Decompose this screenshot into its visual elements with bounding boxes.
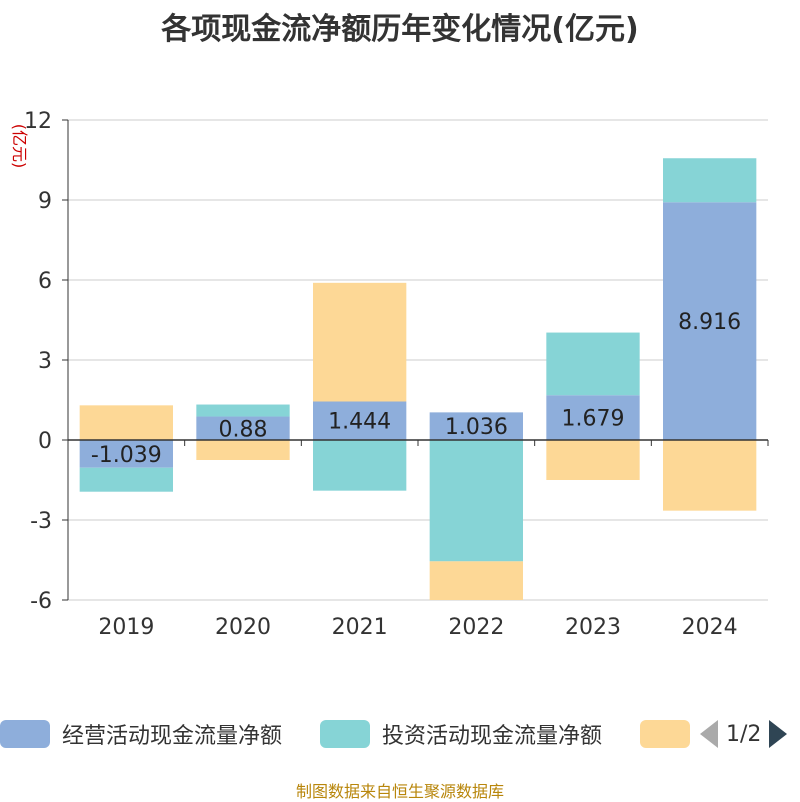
data-source-note: 制图数据来自恒生聚源数据库 [295,782,504,801]
bar-investing-2020 [196,404,290,417]
data-label: 8.916 [678,310,741,335]
bar-operating-2023 [546,395,640,440]
bar-investing-2024 [663,158,757,203]
y-tick-label: -3 [30,509,52,534]
y-tick-label: 0 [38,429,52,454]
bar-investing-2019 [79,467,173,492]
bar-investing-2021 [313,440,407,491]
legend-item-investing[interactable]: 投资活动现金流量净额 [320,716,602,752]
legend-pager: 1/2 [700,716,788,752]
data-label: 1.036 [445,415,508,440]
bar-operating-2020 [196,416,290,440]
legend-item-financing[interactable] [640,716,690,752]
x-tick-label: 2019 [98,615,154,640]
legend-label-operating: 经营活动现金流量净额 [62,724,283,749]
x-tick-label: 2020 [215,615,271,640]
legend: 经营活动现金流量净额 投资活动现金流量净额 1/2 [0,716,800,756]
axes: -6 -3 0 3 6 9 12 2019 2020 2021 2022 2023 2024 [24,109,769,640]
legend-swatch-investing [320,720,370,748]
bar-investing-2023 [546,332,640,396]
bar-financing-2021 [313,282,407,402]
x-tick-label: 2023 [565,615,621,640]
x-tick-label: 2024 [682,615,738,640]
data-labels: -1.039 0.88 1.444 1.036 1.679 8.916 [91,310,741,468]
y-axis-unit-label: (亿元) [10,124,29,169]
legend-page-indicator: 1/2 [726,721,762,747]
bar-operating-2022 [429,412,523,440]
bar-operating-2024 [663,202,757,440]
bar-operating-2019 [79,440,173,468]
legend-label-investing: 投资活动现金流量净额 [382,724,603,749]
data-label: 1.679 [562,407,625,432]
y-tick-label: 9 [38,189,52,214]
data-label: 0.88 [219,417,268,442]
y-tick-label: 6 [38,269,52,294]
bar-investing-2022 [429,440,523,562]
legend-item-operating[interactable]: 经营活动现金流量净额 [0,716,282,752]
x-tick-label: 2021 [332,615,388,640]
y-tick-label: 12 [24,109,52,134]
x-tick-label: 2022 [448,615,504,640]
legend-prev-arrow-icon[interactable] [700,720,718,748]
data-label: 1.444 [328,410,391,435]
bar-financing-2022 [429,561,523,600]
y-tick-label: 3 [38,349,52,374]
bar-financing-2020 [196,440,290,460]
grid-lines [68,119,768,601]
legend-next-arrow-icon[interactable] [769,720,788,748]
bars [79,158,757,600]
data-label: -1.039 [91,443,162,468]
bar-financing-2023 [546,440,640,480]
bar-financing-2024 [663,440,757,511]
bar-operating-2021 [313,401,407,440]
bar-financing-2019 [79,405,173,440]
legend-swatch-financing [640,720,690,748]
y-tick-label: -6 [30,589,52,614]
chart-title: 各项现金流净额历年变化情况(亿元) [161,12,639,47]
legend-swatch-operating [0,720,50,748]
